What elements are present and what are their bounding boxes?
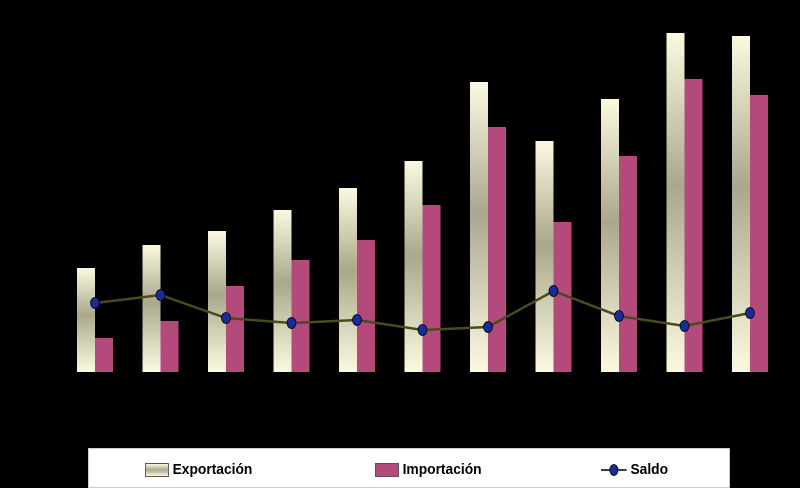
bar-exportacion — [732, 36, 750, 372]
bar-exportacion — [666, 33, 685, 372]
legend-label-importacion: Importación — [402, 461, 482, 478]
bar-exportacion — [339, 188, 357, 372]
bar-importacion — [488, 127, 506, 372]
bar-exportacion — [208, 231, 226, 372]
point-saldo — [417, 324, 428, 336]
bar-importacion — [553, 222, 572, 372]
point-saldo — [679, 320, 690, 332]
legend: Exportación Importación Saldo — [88, 448, 730, 488]
legend-swatch-exportacion — [145, 462, 169, 477]
bar-importacion — [422, 205, 441, 372]
point-saldo — [155, 289, 166, 301]
bar-exportacion — [77, 268, 95, 372]
bar-importacion — [619, 156, 637, 372]
bar-exportacion — [601, 99, 619, 372]
point-saldo — [483, 321, 493, 333]
bar-exportacion — [470, 82, 488, 372]
bar-importacion — [291, 260, 310, 372]
legend-item-exportacion: Exportación — [145, 461, 252, 478]
point-saldo — [548, 285, 559, 297]
bar-exportacion — [535, 141, 554, 372]
bar-importacion — [160, 321, 179, 372]
legend-swatch-importacion — [375, 462, 399, 477]
point-saldo — [352, 314, 362, 326]
bar-importacion — [357, 240, 375, 372]
point-saldo — [221, 312, 231, 324]
bar-importacion — [95, 338, 113, 372]
legend-item-importacion: Importación — [375, 461, 482, 478]
legend-item-saldo: Saldo — [601, 461, 668, 478]
point-saldo — [90, 297, 100, 309]
bar-importacion — [750, 95, 768, 372]
bar-exportacion — [273, 210, 292, 372]
bar-exportacion — [404, 161, 423, 372]
bar-importacion — [684, 79, 703, 372]
point-saldo — [614, 310, 624, 322]
bar-importacion — [226, 286, 244, 372]
legend-label-exportacion: Exportación — [172, 461, 253, 478]
legend-label-saldo: Saldo — [630, 461, 669, 478]
chart-plot-area — [77, 33, 768, 372]
point-saldo — [286, 317, 297, 329]
point-saldo — [745, 307, 755, 319]
legend-line-marker-icon — [601, 463, 627, 476]
bar-exportacion — [142, 245, 161, 372]
